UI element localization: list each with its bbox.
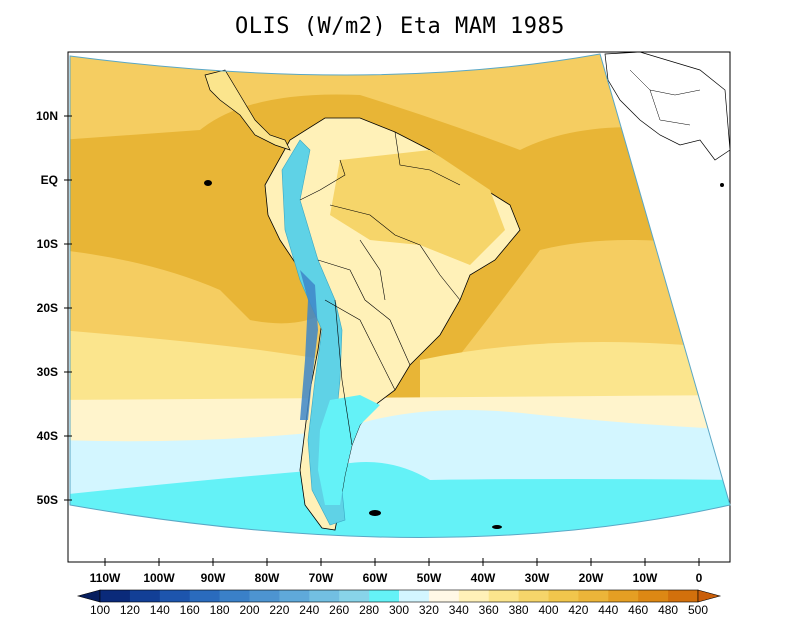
colorbar-swatch <box>668 590 699 602</box>
colorbar-label: 460 <box>628 603 648 617</box>
colorbar-swatch <box>219 590 250 602</box>
longitude-axis: 110W 100W 90W 80W 70W 60W 50W 40W 30W 20W 10W 0 <box>90 558 703 585</box>
colorbar-swatch <box>488 590 520 602</box>
colorbar-label: 140 <box>150 603 170 617</box>
lon-tick-label: 20W <box>579 571 604 585</box>
colorbar-label: 100 <box>90 603 110 617</box>
andes-high <box>300 270 318 420</box>
colorbar-label: 260 <box>329 603 349 617</box>
colorbar-swatch <box>638 590 669 602</box>
central-america-landmass <box>204 69 291 151</box>
amazon-region <box>330 150 505 265</box>
map-title: OLIS (W/m2) Eta MAM 1985 <box>235 14 565 39</box>
colorbar-low-arrow <box>76 589 101 603</box>
lon-tick-label: 10W <box>633 571 658 585</box>
colorbar-label: 240 <box>299 603 319 617</box>
colorbar-swatch <box>548 590 579 602</box>
field-band-mid-pacific <box>70 330 330 420</box>
patagonia-region <box>318 395 380 505</box>
colorbar: 100 120 140 160 180 200 220 240 260 280 300 320 340 3… <box>76 589 722 617</box>
colorbar-label: 400 <box>538 603 558 617</box>
africa-borders <box>629 69 701 126</box>
field-band-deep-south <box>70 462 730 538</box>
colorbar-swatch <box>518 590 549 602</box>
colorbar-label: 500 <box>688 603 708 617</box>
lon-tick-label: 90W <box>201 571 226 585</box>
colorbar-swatch <box>249 590 280 602</box>
lon-tick-label: 40W <box>471 571 496 585</box>
colorbar-label: 380 <box>509 603 529 617</box>
colorbar-swatch <box>100 590 131 602</box>
colorbar-swatch <box>279 590 310 602</box>
colorbar-label: 480 <box>658 603 678 617</box>
lon-tick-label: 80W <box>255 571 280 585</box>
domain-boundary <box>69 53 731 538</box>
latitude-axis: 10N EQ 10S 20S 30S 40S 50S <box>36 109 72 507</box>
colorbar-label: 180 <box>210 603 230 617</box>
colorbar-swatch <box>428 590 460 602</box>
colorbar-label: 280 <box>359 603 379 617</box>
africa-outline <box>604 51 731 161</box>
colorbar-swatch <box>608 590 639 602</box>
lat-tick-label: 30S <box>37 365 58 379</box>
colorbar-label: 440 <box>598 603 618 617</box>
lat-tick-label: EQ <box>41 173 58 187</box>
colorbar-swatch <box>189 590 221 602</box>
colorbar-label: 300 <box>389 603 409 617</box>
lon-tick-label: 50W <box>417 571 442 585</box>
colorbar-swatch <box>578 590 609 602</box>
colorbar-swatch <box>339 590 370 602</box>
lat-tick-label: 20S <box>37 301 58 315</box>
lon-tick-label: 110W <box>90 571 121 585</box>
colorbar-label: 200 <box>239 603 259 617</box>
colorbar-label: 420 <box>568 603 588 617</box>
colorbar-label: 320 <box>419 603 439 617</box>
lon-tick-label: 30W <box>525 571 550 585</box>
colorbar-high-arrow <box>697 589 722 603</box>
colorbar-swatch <box>159 590 191 602</box>
lon-tick-label: 100W <box>143 571 175 585</box>
lon-tick-label: 0 <box>696 571 703 585</box>
lat-tick-label: 10N <box>36 109 58 123</box>
lon-tick-label: 60W <box>363 571 388 585</box>
colorbar-label: 220 <box>269 603 289 617</box>
lat-tick-label: 40S <box>37 429 58 443</box>
colorbar-label: 160 <box>180 603 200 617</box>
lat-tick-label: 10S <box>37 237 58 251</box>
colorbar-swatch <box>129 590 161 602</box>
lat-tick-label: 50S <box>37 493 58 507</box>
colorbar-swatch <box>399 590 430 602</box>
colorbar-swatch <box>309 590 340 602</box>
colorbar-label: 360 <box>479 603 499 617</box>
colorbar-label: 340 <box>449 603 469 617</box>
colorbar-label: 120 <box>120 603 140 617</box>
country-borders <box>299 131 461 446</box>
colorbar-swatch <box>458 590 490 602</box>
lon-tick-label: 70W <box>309 571 334 585</box>
islands <box>204 180 724 529</box>
colorbar-swatch <box>369 590 400 602</box>
